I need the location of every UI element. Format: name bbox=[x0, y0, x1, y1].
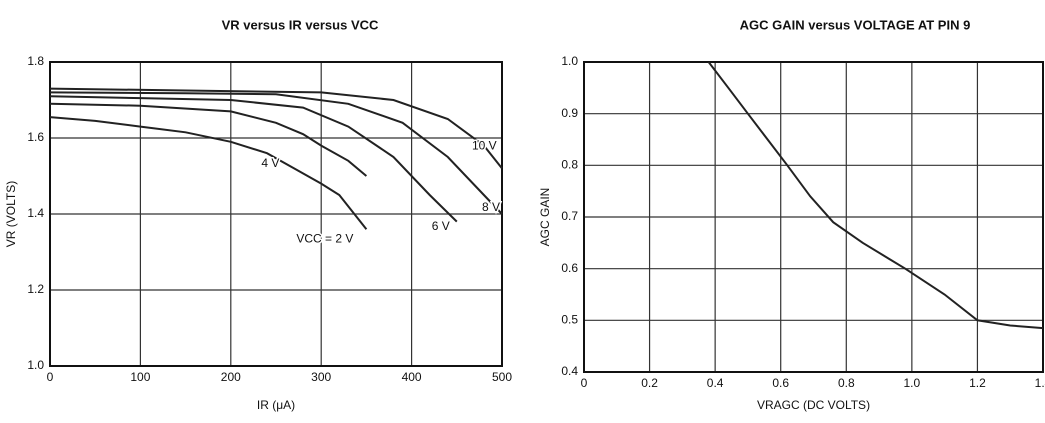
y-tick-label: 0.6 bbox=[561, 261, 578, 275]
y-tick-label: 1.0 bbox=[27, 358, 44, 372]
series-label: 6 V bbox=[432, 219, 450, 233]
x-tick-label: 1.4 bbox=[1035, 376, 1045, 390]
x-tick-label: 100 bbox=[130, 370, 150, 384]
x-tick-label: 400 bbox=[402, 370, 422, 384]
x-tick-label: 0 bbox=[47, 370, 54, 384]
x-tick-label: 500 bbox=[492, 370, 512, 384]
x-tick-label: 200 bbox=[221, 370, 241, 384]
chart-title: VR versus IR versus VCC bbox=[222, 17, 379, 32]
x-tick-label: 300 bbox=[311, 370, 331, 384]
y-tick-label: 0.9 bbox=[561, 106, 578, 120]
y-tick-label: 1.4 bbox=[27, 206, 44, 220]
line-series bbox=[50, 117, 366, 229]
y-tick-label: 0.7 bbox=[561, 209, 578, 223]
x-tick-label: 0 bbox=[581, 376, 588, 390]
x-axis-label: VRAGC (DC VOLTS) bbox=[757, 398, 870, 412]
x-tick-label: 1.0 bbox=[904, 376, 921, 390]
page: VR versus IR versus VCC IR (μA) VR (VOLTS)… bbox=[0, 0, 1045, 423]
x-tick-label: 0.8 bbox=[838, 376, 855, 390]
series-label: 4 V bbox=[261, 156, 279, 170]
y-tick-label: 1.6 bbox=[27, 130, 44, 144]
y-tick-label: 1.0 bbox=[561, 54, 578, 68]
y-tick-label: 0.4 bbox=[561, 364, 578, 378]
y-tick-label: 1.8 bbox=[27, 54, 44, 68]
x-tick-label: 0.6 bbox=[772, 376, 789, 390]
y-axis-label: VR (VOLTS) bbox=[4, 181, 18, 247]
y-tick-label: 1.2 bbox=[27, 282, 44, 296]
line-series bbox=[50, 96, 457, 221]
line-series bbox=[709, 62, 1043, 328]
series-label: VCC = 2 V bbox=[296, 231, 353, 245]
chart-title: AGC GAIN versus VOLTAGE AT PIN 9 bbox=[740, 17, 971, 32]
line-series bbox=[50, 92, 502, 214]
series-label: 10 V bbox=[472, 139, 497, 153]
x-tick-label: 1.2 bbox=[969, 376, 986, 390]
y-axis-label: AGC GAIN bbox=[538, 188, 552, 247]
x-tick-label: 0.2 bbox=[641, 376, 658, 390]
y-tick-label: 0.8 bbox=[561, 158, 578, 172]
x-tick-label: 0.4 bbox=[707, 376, 724, 390]
series-label: 8 V bbox=[482, 200, 500, 214]
y-tick-label: 0.5 bbox=[561, 313, 578, 327]
x-axis-label: IR (μA) bbox=[257, 398, 295, 412]
